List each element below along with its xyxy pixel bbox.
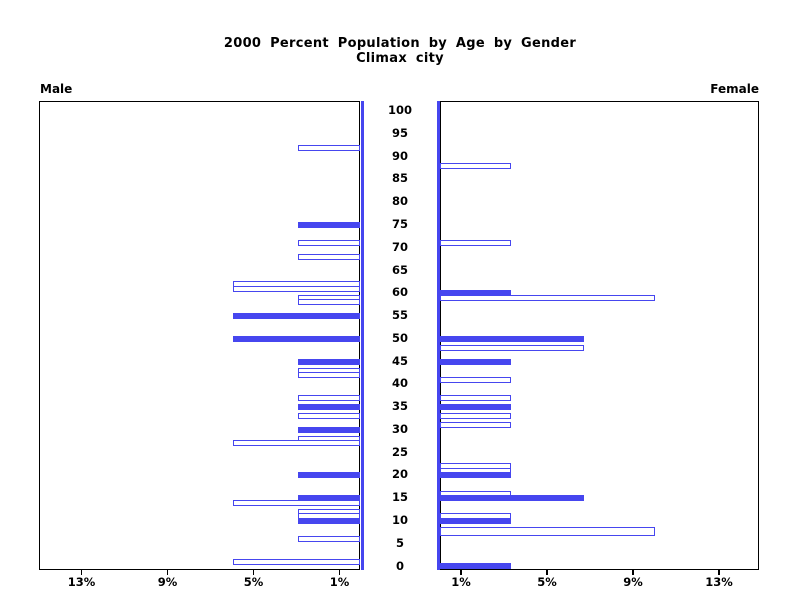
female-tick-label-13%: 13% (705, 575, 733, 589)
age-label-5: 5 (395, 535, 404, 550)
age-label-70: 70 (391, 239, 408, 254)
female-tick-label-5%: 5% (537, 575, 557, 589)
age-label-50: 50 (391, 330, 408, 345)
bar-male-age-45 (297, 358, 360, 365)
bar-male-age-42 (297, 372, 360, 379)
age-label-65: 65 (391, 262, 408, 277)
bar-male-age-15 (297, 495, 360, 502)
bar-male-age-75 (297, 221, 360, 228)
bar-male-age-10 (297, 517, 360, 524)
female-age-axis-line (437, 101, 440, 570)
age-label-30: 30 (391, 421, 408, 436)
bar-male-age-37 (297, 394, 360, 401)
bar-male-age-61 (233, 285, 360, 292)
bar-male-age-33 (297, 413, 360, 420)
age-label-15: 15 (391, 490, 408, 505)
male-tick-label-13%: 13% (67, 575, 96, 589)
bar-female-age-41 (440, 376, 511, 383)
age-label-60: 60 (391, 285, 408, 300)
age-label-80: 80 (391, 194, 408, 209)
male-panel-label: Male (40, 82, 73, 96)
bar-female-age-0 (440, 563, 511, 570)
male-tick-label-9%: 9% (157, 575, 178, 589)
male-panel (39, 101, 360, 570)
bar-male-age-27 (233, 440, 360, 447)
age-label-20: 20 (391, 467, 408, 482)
bar-male-age-68 (297, 253, 360, 260)
male-tick-label-1%: 1% (329, 575, 350, 589)
bar-male-age-14 (233, 499, 360, 506)
age-label-0: 0 (395, 558, 404, 573)
bar-female-age-50 (440, 335, 585, 342)
age-label-90: 90 (391, 148, 408, 163)
bar-female-age-15 (440, 495, 585, 502)
age-label-55: 55 (391, 308, 408, 323)
bar-female-age-35 (440, 404, 511, 411)
bar-male-age-35 (297, 404, 360, 411)
chart-title: 2000 Percent Population by Age by Gender (223, 36, 577, 51)
chart-subtitle: Climax city (356, 51, 444, 66)
age-label-95: 95 (391, 125, 408, 140)
age-label-10: 10 (391, 512, 408, 527)
age-label-100: 100 (387, 103, 412, 118)
bar-female-age-10 (440, 517, 511, 524)
bar-female-age-8 (440, 526, 655, 536)
male-tick-label-5%: 5% (243, 575, 264, 589)
bar-male-age-6 (297, 536, 360, 543)
bar-male-age-55 (233, 312, 360, 319)
bar-male-age-50 (233, 335, 360, 342)
bar-female-age-48 (440, 344, 585, 351)
female-tick-5% (546, 570, 548, 575)
age-label-25: 25 (391, 444, 408, 459)
bar-female-age-71 (440, 240, 511, 247)
bar-female-age-59 (440, 294, 655, 301)
bar-male-age-58 (297, 299, 360, 306)
male-tick-1% (338, 570, 341, 575)
age-label-75: 75 (391, 217, 408, 232)
bar-female-age-37 (440, 394, 511, 401)
age-label-40: 40 (391, 376, 408, 391)
bar-male-age-20 (297, 472, 360, 479)
male-age-axis-line (361, 101, 364, 570)
bar-female-age-31 (440, 422, 511, 429)
bar-female-age-60 (440, 290, 511, 297)
female-tick-1% (460, 570, 462, 575)
bar-female-age-88 (440, 162, 511, 169)
female-tick-label-1%: 1% (451, 575, 471, 589)
female-panel-label: Female (710, 82, 759, 96)
age-label-85: 85 (391, 171, 408, 186)
bar-female-age-45 (440, 358, 511, 365)
bar-male-age-71 (297, 240, 360, 247)
male-tick-9% (166, 570, 169, 575)
female-tick-13% (718, 570, 720, 575)
bar-female-age-20 (440, 472, 511, 479)
age-label-45: 45 (391, 353, 408, 368)
bar-male-age-30 (297, 426, 360, 433)
female-tick-9% (632, 570, 634, 575)
bar-male-age-1 (233, 558, 360, 565)
bar-male-age-92 (297, 144, 360, 151)
male-tick-13% (80, 570, 83, 575)
age-label-35: 35 (391, 399, 408, 414)
female-tick-label-9%: 9% (623, 575, 643, 589)
bar-female-age-33 (440, 413, 511, 420)
male-tick-5% (252, 570, 255, 575)
